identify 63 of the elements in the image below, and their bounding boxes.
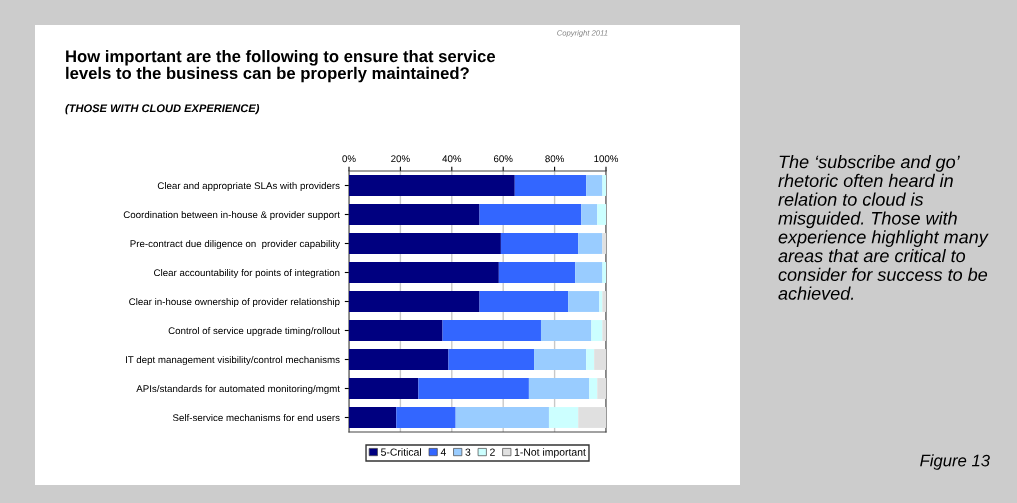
legend-label: 4 bbox=[440, 448, 446, 456]
bar bbox=[540, 320, 592, 341]
bar bbox=[349, 204, 480, 225]
text: The ‘subscribe and go’ rhetoric often heard in relation to cloud is misguided. Those with experience highlight many areas that are critical to consider for success to be achieved. bbox=[778, 155, 989, 300]
bar bbox=[602, 175, 606, 196]
x-tick-label: 100% bbox=[594, 155, 619, 163]
bar bbox=[586, 175, 603, 196]
chart-title: How important are the following to ensure that service levels to the business can be properly maintained? bbox=[66, 50, 496, 83]
y-tick-label: APIs/standards for automated monitoring/mgmt bbox=[136, 384, 340, 395]
x-tick-label: 40% bbox=[442, 155, 462, 163]
bar bbox=[498, 262, 576, 283]
x-tick-label: 80% bbox=[545, 155, 564, 163]
bar bbox=[528, 378, 590, 399]
bar bbox=[349, 175, 515, 196]
bar bbox=[349, 320, 443, 341]
y-tick-label: Self-service mechanisms for end users bbox=[172, 413, 340, 422]
bar bbox=[349, 407, 397, 428]
y-tick-label: Clear accountability for points of integration bbox=[154, 268, 340, 279]
bar bbox=[597, 378, 606, 399]
bar bbox=[534, 349, 587, 370]
bar bbox=[349, 262, 499, 283]
bar bbox=[575, 262, 603, 283]
bar bbox=[591, 320, 603, 341]
bar bbox=[597, 204, 606, 225]
x-tick-label: 0% bbox=[342, 155, 356, 163]
y-tick-label: IT dept management visibility/control mechanisms bbox=[126, 355, 340, 366]
bar bbox=[589, 378, 598, 399]
bar bbox=[349, 233, 501, 254]
bar bbox=[578, 407, 606, 428]
bar bbox=[442, 320, 541, 341]
bar bbox=[396, 407, 456, 428]
bar bbox=[349, 291, 480, 312]
y-tick-label: Clear and appropriate SLAs with providers bbox=[157, 181, 340, 192]
bar bbox=[448, 349, 535, 370]
bar bbox=[479, 291, 569, 312]
bar bbox=[455, 407, 549, 428]
bar bbox=[578, 233, 603, 254]
caption: Figure 13 bbox=[920, 454, 990, 470]
bar bbox=[548, 407, 579, 428]
bar bbox=[581, 204, 598, 225]
bar bbox=[602, 320, 606, 341]
bar bbox=[602, 233, 606, 254]
bar bbox=[568, 291, 600, 312]
legend-label: 2 bbox=[490, 448, 495, 456]
text: (THOSE WITH CLOUD EXPERIENCE) bbox=[65, 104, 260, 115]
y-tick-label: Coordination between in-house & provider support bbox=[123, 210, 340, 221]
x-tick-label: 60% bbox=[493, 155, 513, 163]
bar bbox=[479, 204, 582, 225]
bar bbox=[514, 175, 587, 196]
bar bbox=[602, 262, 606, 283]
legend-label: 3 bbox=[465, 448, 471, 456]
y-tick-label: Control of service upgrade timing/rollout bbox=[168, 326, 340, 337]
bar bbox=[594, 349, 606, 370]
y-tick-label: Clear in-house ownership of provider relationship bbox=[129, 297, 340, 308]
bar bbox=[418, 378, 529, 399]
legend-label: 1-Not important bbox=[514, 448, 586, 458]
y-tick-label: Pre-contract due diligence on provider capability bbox=[130, 239, 340, 250]
bar bbox=[586, 349, 595, 370]
bar bbox=[500, 233, 579, 254]
series-label: 5-Critical bbox=[381, 448, 421, 456]
bar bbox=[349, 378, 419, 399]
x-tick-label: 20% bbox=[391, 155, 410, 163]
bar bbox=[349, 349, 449, 370]
